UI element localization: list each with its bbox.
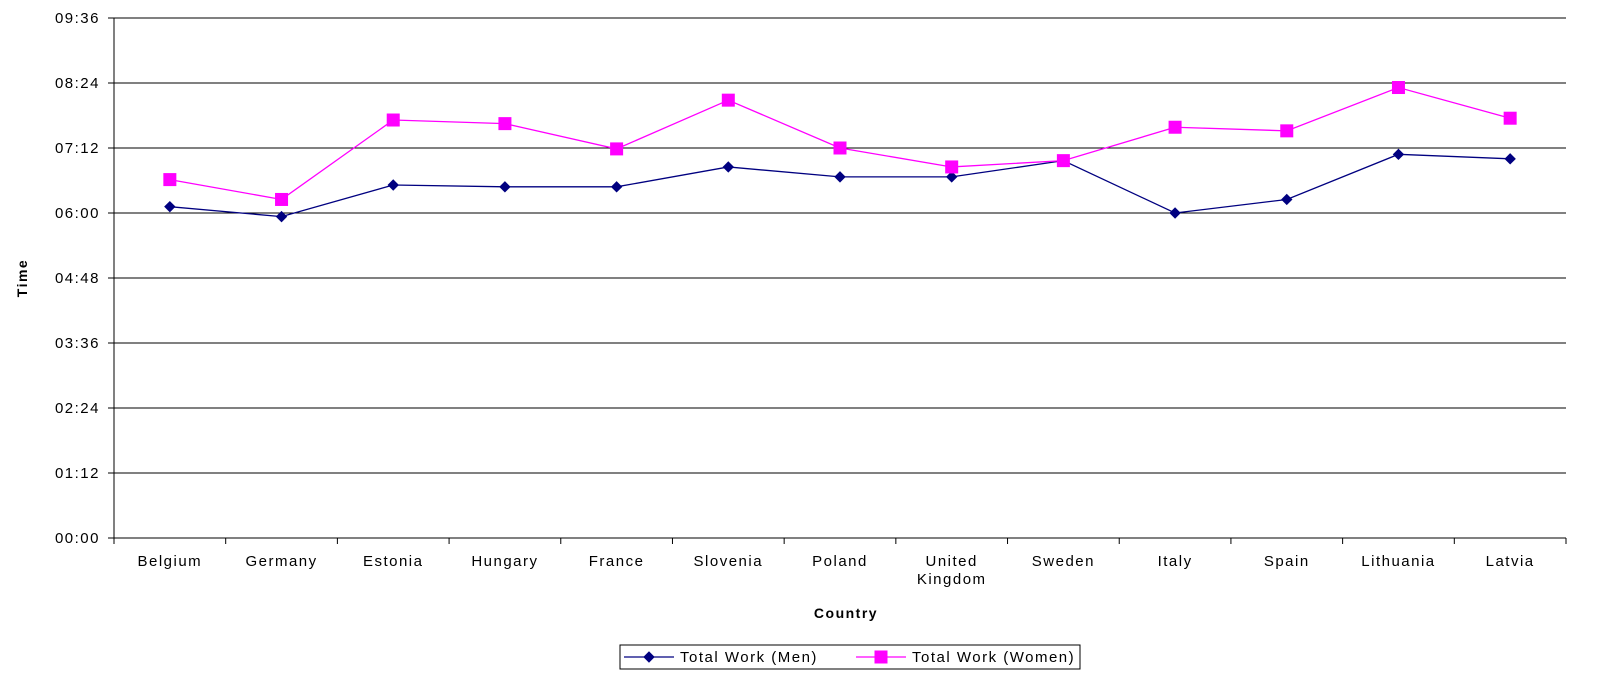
legend-marker — [643, 651, 655, 663]
y-tick-label: 00:00 — [55, 530, 100, 547]
data-point-women — [1391, 81, 1405, 95]
data-point-men — [610, 181, 623, 193]
data-point-women — [1503, 111, 1517, 125]
x-axis-title: Country — [814, 605, 878, 621]
x-tick-label: Germany — [245, 553, 317, 570]
data-point-women — [1280, 124, 1294, 138]
y-axis-title: Time — [14, 259, 30, 297]
data-point-women — [163, 173, 177, 187]
legend: Total Work (Men) Total Work (Women) — [619, 644, 1081, 670]
data-point-men — [722, 161, 735, 173]
data-point-men — [164, 200, 176, 213]
data-point-women — [610, 142, 624, 156]
x-tick-label: Spain — [1264, 553, 1310, 570]
data-point-women — [1056, 154, 1070, 168]
data-point-men — [945, 171, 958, 183]
y-tick-label: 02:24 — [55, 400, 100, 417]
x-tick-label: Slovenia — [694, 553, 764, 570]
x-tick-label: Belgium — [137, 553, 202, 570]
x-tick-label: France — [589, 553, 645, 570]
data-point-men — [1504, 153, 1516, 165]
axes — [108, 17, 1567, 544]
data-point-men — [834, 171, 846, 183]
legend-label: Total Work (Men) — [680, 649, 818, 666]
x-tick-label: Sweden — [1032, 553, 1095, 570]
x-tick-label: Latvia — [1486, 553, 1535, 570]
data-point-women — [386, 113, 400, 127]
y-tick-label: 04:48 — [55, 270, 100, 287]
data-point-men — [1169, 207, 1181, 219]
y-tick-labels: 00:00 01:12 02:24 03:36 04:48 06:00 07:12 08:24… — [55, 10, 100, 547]
y-tick-label: 08:24 — [55, 75, 100, 92]
x-tick-label: Lithuania — [1361, 553, 1435, 570]
data-point-women — [721, 93, 735, 107]
data-point-women — [1168, 120, 1182, 134]
data-point-men — [1392, 148, 1405, 161]
y-tick-label: 01:12 — [55, 465, 100, 482]
data-point-women — [275, 192, 289, 206]
x-tick-label: Estonia — [363, 553, 424, 570]
y-tick-label: 09:36 — [55, 10, 100, 27]
series — [163, 81, 1517, 223]
x-tick-label: Italy — [1158, 553, 1193, 570]
data-point-men — [387, 179, 399, 191]
legend-marker — [874, 650, 888, 664]
x-tick-label: Poland — [812, 553, 868, 570]
y-tick-label: 03:36 — [55, 335, 100, 352]
legend-label: Total Work (Women) — [912, 649, 1075, 666]
legend-box — [619, 644, 1081, 670]
y-tick-label: 06:00 — [55, 205, 100, 222]
data-point-men — [499, 181, 511, 193]
data-point-women — [498, 117, 512, 131]
series-line-men — [169, 153, 1511, 218]
gridlines — [114, 17, 1566, 539]
data-point-men — [1281, 193, 1293, 206]
y-tick-label: 07:12 — [55, 140, 100, 157]
x-tick-label: Hungary — [471, 553, 538, 570]
x-tick-label: United Kingdom — [917, 553, 987, 588]
x-tick-labels: Belgium Germany Estonia Hungary France Sloven… — [137, 553, 1535, 588]
data-point-men — [275, 210, 288, 223]
data-point-women — [833, 141, 847, 155]
data-point-women — [945, 160, 959, 174]
